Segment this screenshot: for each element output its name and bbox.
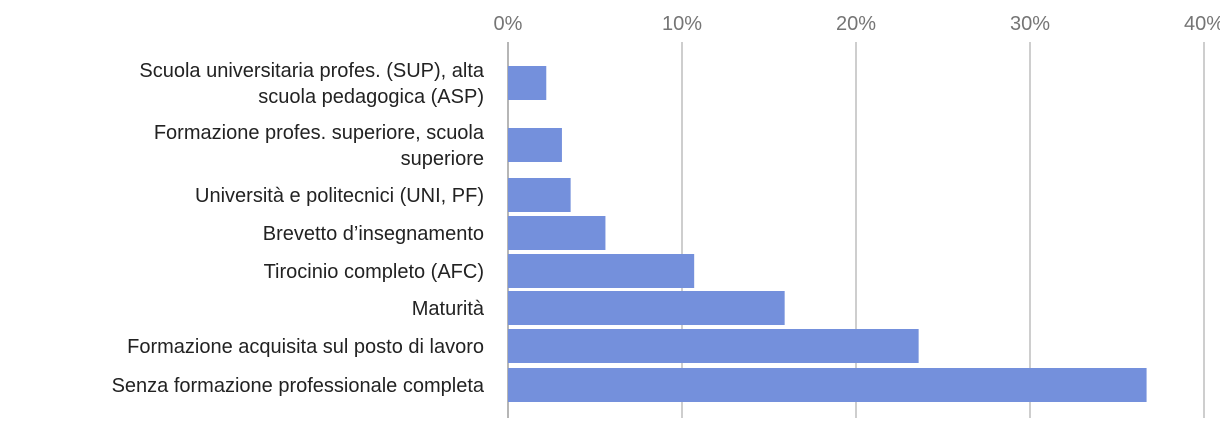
category-label: scuola pedagogica (ASP) xyxy=(258,86,484,108)
category-label: Tirocinio completo (AFC) xyxy=(264,261,484,283)
x-tick-label: 30% xyxy=(1010,13,1050,35)
bar xyxy=(508,329,919,363)
bar xyxy=(508,66,547,100)
x-axis-tick-labels: 0% 10% 20% 30% 40% xyxy=(494,13,1220,35)
category-label: Formazione profes. superiore, scuola xyxy=(154,122,485,144)
bar xyxy=(508,178,571,212)
category-label: Maturità xyxy=(412,298,485,320)
x-tick-label: 10% xyxy=(662,13,702,35)
bars xyxy=(508,66,1147,402)
x-tick-label: 40% xyxy=(1184,13,1220,35)
category-label: Formazione acquisita sul posto di lavoro xyxy=(127,336,484,358)
category-labels: Scuola universitaria profes. (SUP), alta… xyxy=(112,60,485,397)
x-tick-label: 20% xyxy=(836,13,876,35)
category-label: superiore xyxy=(401,148,484,170)
category-label: Scuola universitaria profes. (SUP), alta xyxy=(139,60,484,82)
bar xyxy=(508,216,606,250)
x-tick-label: 0% xyxy=(494,13,523,35)
category-label: Senza formazione professionale completa xyxy=(112,375,485,397)
bar xyxy=(508,254,695,288)
category-label: Università e politecnici (UNI, PF) xyxy=(195,185,484,207)
bar xyxy=(508,368,1147,402)
category-label: Brevetto d’insegnamento xyxy=(263,223,484,245)
bar xyxy=(508,128,562,162)
bar xyxy=(508,291,785,325)
